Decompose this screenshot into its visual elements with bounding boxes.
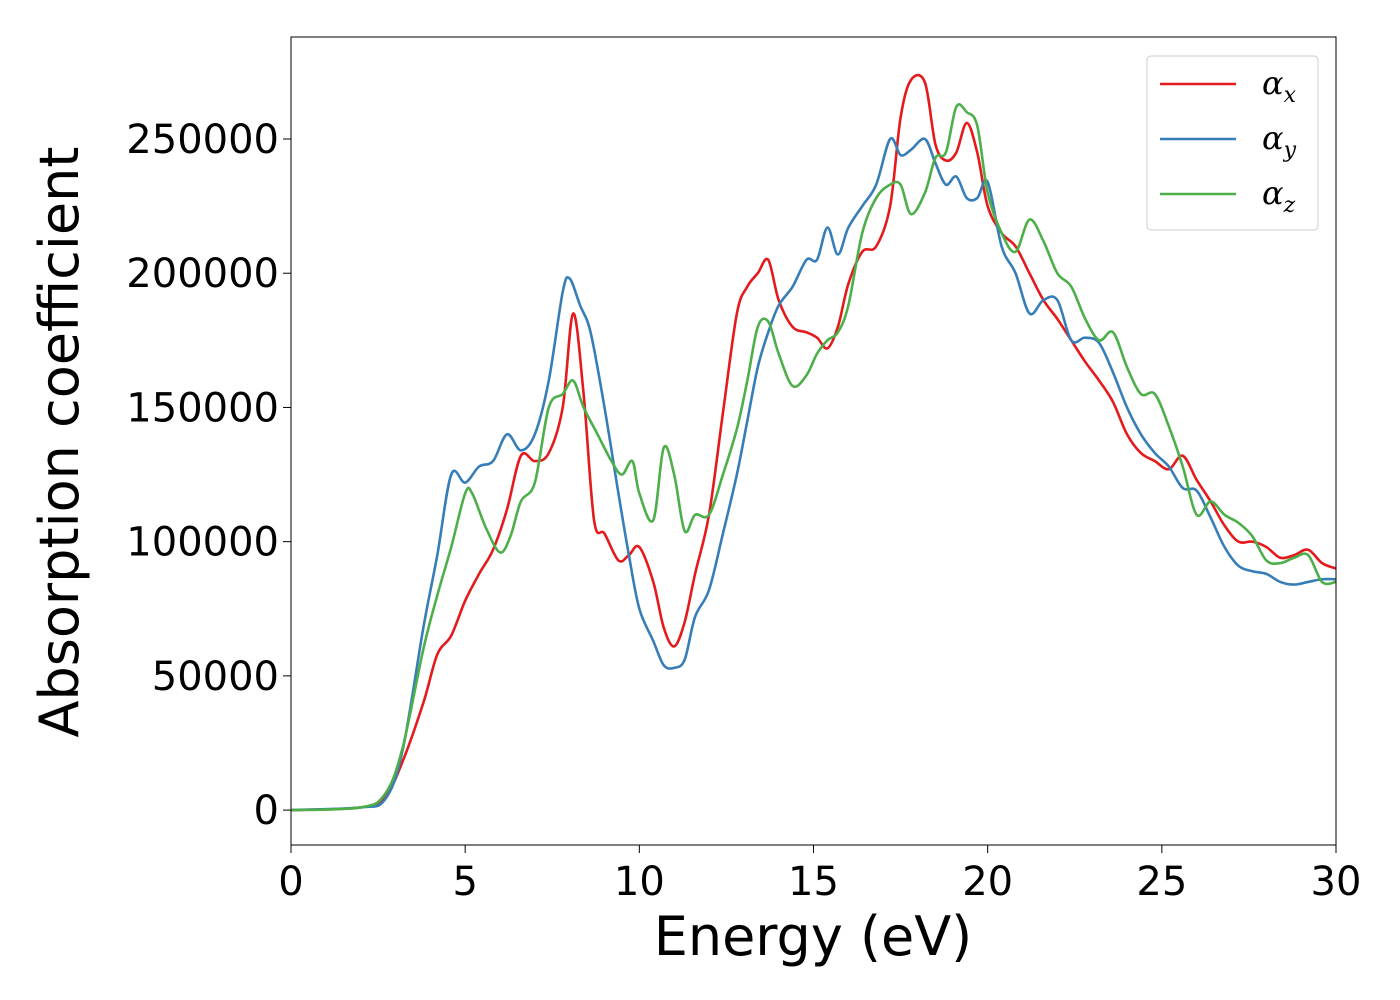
y-tick-label: 250000 [126,117,279,163]
x-tick-label: 10 [614,859,665,905]
legend-label-z: αz [1262,174,1296,218]
legend-frame [1146,55,1319,231]
x-tick-label: 20 [962,859,1013,905]
y-tick-label: 0 [254,788,279,834]
x-axis-label: Energy (eV) [654,905,973,968]
x-tick-label: 5 [452,859,477,905]
legend-label-x: αx [1262,64,1297,108]
x-tick-label: 30 [1311,859,1362,905]
legend-label-y: αy [1262,119,1297,163]
legend: αx αy αz [1146,55,1319,231]
series-line-x [291,73,1336,812]
x-axis: 0 5 10 15 20 25 30 [278,845,1361,905]
y-axis-label: Absorption coefficient [28,147,91,738]
x-tick-label: 25 [1136,859,1187,905]
x-tick-label: 0 [278,859,303,905]
y-tick-label: 100000 [126,520,279,566]
x-tick-label: 15 [788,859,839,905]
y-tick-label: 150000 [126,385,279,431]
y-axis: 0 50000 100000 150000 200000 250000 [126,117,291,834]
y-tick-label: 50000 [152,654,279,700]
plot-area [291,73,1336,812]
y-tick-label: 200000 [126,251,279,297]
series-line-y [291,136,1336,812]
series-line-z [291,103,1336,812]
